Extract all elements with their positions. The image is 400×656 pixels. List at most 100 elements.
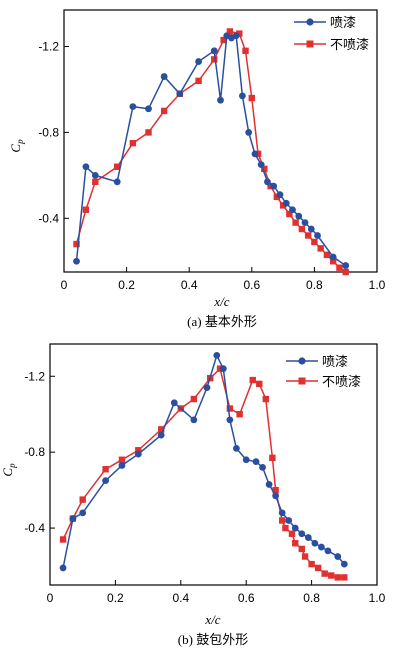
y-tick-label-a: -0.4 bbox=[38, 211, 59, 225]
point-bupenqi-b bbox=[157, 426, 165, 433]
point-penqi-a bbox=[301, 219, 309, 227]
point-bupenqi-a bbox=[342, 268, 349, 276]
point-bupenqi-b bbox=[321, 570, 328, 577]
legend-marker-penqi-b bbox=[298, 357, 306, 365]
point-penqi-a bbox=[113, 178, 121, 186]
point-penqi-a bbox=[329, 253, 337, 261]
x-tick-label-a: 0.6 bbox=[243, 278, 260, 292]
point-bupenqi-a bbox=[160, 107, 168, 115]
point-bupenqi-a bbox=[298, 225, 306, 233]
x-axis-title-b: x/c bbox=[204, 612, 220, 627]
point-bupenqi-b bbox=[278, 517, 286, 524]
point-penqi-b bbox=[102, 477, 109, 485]
point-bupenqi-a bbox=[129, 139, 137, 147]
point-penqi-a bbox=[195, 58, 202, 65]
y-axis-title-b: Cp bbox=[0, 463, 17, 477]
point-bupenqi-b bbox=[282, 524, 289, 532]
point-bupenqi-a bbox=[279, 202, 287, 209]
caption-a: (a) 基本外形 bbox=[187, 314, 257, 329]
x-axis-title-a: x/c bbox=[213, 294, 229, 309]
point-penqi-a bbox=[282, 199, 290, 207]
point-bupenqi-b bbox=[269, 454, 276, 462]
point-penqi-a bbox=[245, 129, 253, 136]
series-layer-b bbox=[59, 351, 348, 581]
x-tick-label-a: 0 bbox=[61, 278, 68, 292]
point-bupenqi-b bbox=[262, 395, 270, 403]
axis-ticks-a: 0 0.2 0.4 0.6 0.8 1.0 -0.4 -0.8 -1.2 bbox=[38, 40, 385, 292]
point-penqi-b bbox=[252, 458, 260, 466]
point-bupenqi-a bbox=[226, 28, 234, 35]
point-bupenqi-a bbox=[114, 163, 121, 170]
point-bupenqi-b bbox=[190, 395, 198, 403]
x-tick-label-b: 0 bbox=[47, 591, 54, 605]
point-bupenqi-b bbox=[135, 447, 142, 454]
point-penqi-b bbox=[259, 463, 266, 471]
point-bupenqi-b bbox=[314, 564, 322, 572]
legend-label-penqi-b: 喷漆 bbox=[322, 354, 348, 369]
point-bupenqi-b bbox=[292, 540, 299, 547]
point-bupenqi-b bbox=[301, 553, 309, 560]
legend-marker-penqi-a bbox=[306, 18, 314, 26]
legend-a: 喷漆 不喷漆 bbox=[294, 15, 369, 52]
point-bupenqi-a bbox=[336, 264, 343, 271]
x-tick-label-a: 0.2 bbox=[118, 278, 135, 292]
point-bupenqi-a bbox=[286, 210, 293, 218]
point-penqi-b bbox=[79, 509, 87, 517]
point-penqi-b bbox=[285, 517, 293, 524]
x-tick-label-b: 0.2 bbox=[107, 591, 124, 605]
point-penqi-a bbox=[145, 105, 152, 113]
point-bupenqi-b bbox=[298, 545, 305, 553]
point-bupenqi-a bbox=[317, 245, 324, 252]
point-bupenqi-b bbox=[272, 486, 279, 494]
point-penqi-b bbox=[219, 365, 227, 373]
point-bupenqi-b bbox=[288, 530, 296, 537]
panel-b: 0 0.2 0.4 0.6 0.8 1.0 -0.4 -0.8 -1.2 x/c Cp (b) … bbox=[0, 343, 386, 647]
point-bupenqi-b bbox=[328, 572, 335, 579]
point-bupenqi-a bbox=[220, 36, 227, 44]
point-penqi-a bbox=[82, 163, 90, 171]
series-layer-a bbox=[73, 28, 350, 276]
point-penqi-a bbox=[160, 73, 168, 80]
point-penqi-a bbox=[289, 206, 296, 214]
y-tick-label-a: -1.2 bbox=[38, 40, 59, 54]
point-penqi-b bbox=[265, 481, 273, 488]
point-penqi-b bbox=[59, 564, 67, 572]
point-bupenqi-b bbox=[249, 376, 256, 384]
point-bupenqi-b bbox=[79, 496, 86, 503]
point-penqi-b bbox=[291, 524, 299, 532]
x-tick-label-a: 0.8 bbox=[306, 278, 323, 292]
point-penqi-a bbox=[239, 92, 246, 100]
x-tick-label-a: 1.0 bbox=[369, 278, 386, 292]
point-penqi-b bbox=[190, 416, 198, 424]
point-penqi-b bbox=[311, 539, 319, 547]
point-penqi-b bbox=[170, 399, 178, 407]
y-axis-title-a: Cp bbox=[8, 139, 25, 153]
point-bupenqi-b bbox=[308, 560, 315, 568]
point-bupenqi-a bbox=[261, 165, 268, 173]
point-bupenqi-a bbox=[304, 232, 312, 239]
point-penqi-b bbox=[69, 515, 77, 522]
point-bupenqi-b bbox=[334, 574, 341, 581]
point-penqi-a bbox=[295, 212, 303, 220]
legend-label-bupenqi-b: 不喷漆 bbox=[322, 374, 361, 389]
point-penqi-b bbox=[242, 456, 250, 464]
point-bupenqi-a bbox=[311, 238, 318, 246]
caption-b: (b) 鼓包外形 bbox=[178, 632, 248, 647]
point-penqi-b bbox=[340, 560, 348, 568]
point-penqi-a bbox=[342, 262, 350, 269]
point-bupenqi-b bbox=[102, 466, 109, 473]
axis-ticks-b: 0 0.2 0.4 0.6 0.8 1.0 -0.4 -0.8 -1.2 bbox=[24, 369, 385, 605]
point-bupenqi-a bbox=[92, 178, 99, 186]
point-penqi-a bbox=[91, 171, 99, 179]
point-penqi-b bbox=[304, 534, 312, 541]
point-bupenqi-b bbox=[226, 405, 234, 412]
point-penqi-a bbox=[264, 178, 271, 186]
point-penqi-b bbox=[232, 444, 240, 452]
point-bupenqi-b bbox=[118, 456, 126, 463]
point-penqi-a bbox=[129, 103, 137, 111]
point-bupenqi-a bbox=[82, 206, 90, 213]
point-bupenqi-b bbox=[341, 574, 348, 581]
point-penqi-a bbox=[232, 32, 240, 40]
point-penqi-a bbox=[176, 90, 184, 98]
